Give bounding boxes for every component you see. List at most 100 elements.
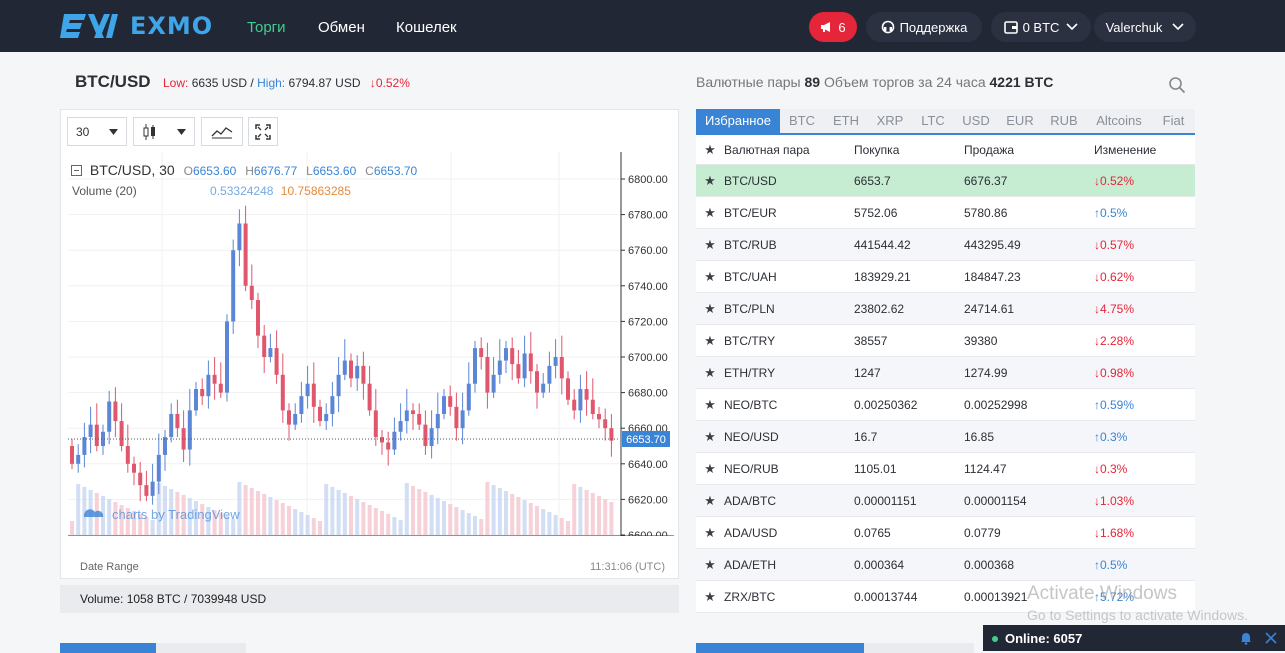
support-button[interactable]: Поддержка <box>866 12 982 42</box>
star-icon[interactable]: ★ <box>704 204 716 220</box>
tab-btc[interactable]: BTC <box>789 113 815 128</box>
table-row[interactable]: ★ NEO/USD 16.7 16.85 ↑0.3% <box>696 421 1195 453</box>
volume-bar <box>342 493 347 535</box>
interval-select[interactable]: 30 <box>67 117 127 146</box>
star-icon[interactable]: ★ <box>704 268 716 284</box>
volume-bar <box>212 510 217 535</box>
tradingview-branding[interactable]: charts by TradingView <box>84 507 240 522</box>
tab-usd[interactable]: USD <box>962 113 990 128</box>
table-row[interactable]: ★ ADA/USD 0.0765 0.0779 ↓1.68% <box>696 517 1195 549</box>
username: Valerchuk <box>1105 19 1163 35</box>
candle-body <box>280 374 285 411</box>
table-row[interactable]: ★ ZRX/BTC 0.00013744 0.00013921 ↑5.72% <box>696 581 1195 613</box>
user-menu[interactable]: Valerchuk <box>1094 12 1196 42</box>
candle-body <box>181 428 186 450</box>
candle-body <box>398 421 403 432</box>
balance-label: 0 BTC <box>1022 19 1060 35</box>
table-row[interactable]: ★ BTC/USD 6653.7 6676.37 ↓0.52% <box>696 165 1195 197</box>
volume-bar <box>76 484 81 535</box>
table-row[interactable]: ★ BTC/TRY 38557 39380 ↓2.28% <box>696 325 1195 357</box>
bottom-tab[interactable] <box>864 643 974 653</box>
buy-cell: 23802.62 <box>854 301 905 316</box>
price-tick-label: 6680.00 <box>628 388 668 400</box>
candle-body <box>392 431 397 450</box>
price-axis: 6800.00 6780.00 6760.00 6740.00 6720.00 6700.… <box>621 174 668 536</box>
exmo-logo[interactable]: EXMO <box>60 12 213 40</box>
star-icon[interactable]: ★ <box>704 492 716 508</box>
volume-bar <box>274 500 279 535</box>
last-price-label: 6653.70 <box>626 434 666 446</box>
star-icon[interactable]: ★ <box>704 364 716 380</box>
indicators-button[interactable] <box>201 117 243 146</box>
ohlc-o-value: 6653.60 <box>192 164 237 178</box>
table-row[interactable]: ★ BTC/UAH 183929.21 184847.23 ↓0.62% <box>696 261 1195 293</box>
price-chart[interactable]: 6800.00 6780.00 6760.00 6740.00 6720.00 6700.… <box>68 152 674 536</box>
headset-icon <box>881 20 894 34</box>
star-icon[interactable]: ★ <box>704 172 716 188</box>
table-row[interactable]: ★ NEO/BTC 0.00250362 0.00252998 ↑0.59% <box>696 389 1195 421</box>
nav-trading[interactable]: Торги <box>247 19 286 36</box>
pairs-tabs: Избранное BTC ETH XRP LTC USD EUR RUB Al… <box>696 109 1195 135</box>
alerts-button[interactable]: 6 <box>809 12 857 42</box>
volume-bar <box>299 512 304 535</box>
tab-fiat[interactable]: Fiat <box>1162 113 1185 128</box>
volume-bar <box>497 488 502 535</box>
star-icon[interactable]: ★ <box>704 396 716 412</box>
col-buy[interactable]: Покупка <box>854 142 900 157</box>
star-icon[interactable]: ★ <box>704 428 716 444</box>
collapse-icon[interactable] <box>71 165 82 176</box>
table-row[interactable]: ★ BTC/EUR 5752.06 5780.86 ↑0.5% <box>696 197 1195 229</box>
bell-icon[interactable] <box>1239 631 1253 645</box>
volume-bar <box>336 490 341 535</box>
balance-dropdown[interactable]: 0 BTC <box>991 12 1091 42</box>
tab-xrp[interactable]: XRP <box>876 113 904 128</box>
volume-bar <box>429 495 434 535</box>
chart-style-select[interactable] <box>133 117 195 146</box>
tab-eur[interactable]: EUR <box>1006 113 1034 128</box>
tab-altcoins[interactable]: Altcoins <box>1096 113 1142 128</box>
candle-body <box>76 454 81 464</box>
volume-bar <box>268 497 273 535</box>
star-icon[interactable]: ★ <box>704 556 716 572</box>
star-icon[interactable]: ★ <box>704 332 716 348</box>
tab-rub[interactable]: RUB <box>1050 113 1078 128</box>
chart-grid <box>68 152 621 536</box>
star-icon[interactable]: ★ <box>704 460 716 476</box>
tab-ltc[interactable]: LTC <box>921 113 945 128</box>
bottom-tab-active[interactable] <box>60 643 156 653</box>
candle-body <box>590 399 595 414</box>
star-icon[interactable]: ★ <box>704 236 716 252</box>
col-pair[interactable]: Валютная пара <box>724 142 810 157</box>
change-cell: ↑0.59% <box>1094 397 1135 412</box>
tab-favorites[interactable]: Избранное <box>696 109 780 133</box>
close-icon[interactable] <box>1265 632 1277 644</box>
fullscreen-button[interactable] <box>248 117 278 146</box>
table-row[interactable]: ★ ADA/ETH 0.000364 0.000368 ↑0.5% <box>696 549 1195 581</box>
col-change[interactable]: Изменение <box>1094 142 1157 157</box>
star-icon[interactable]: ★ <box>704 300 716 316</box>
nav-wallet[interactable]: Кошелек <box>396 19 457 36</box>
bottom-tab-active[interactable] <box>696 643 864 653</box>
bottom-tab[interactable] <box>156 643 246 653</box>
table-row[interactable]: ★ NEO/RUB 1105.01 1124.47 ↓0.3% <box>696 453 1195 485</box>
cloud-icon <box>84 509 104 517</box>
tab-eth[interactable]: ETH <box>833 113 859 128</box>
table-row[interactable]: ★ BTC/PLN 23802.62 24714.61 ↓4.75% <box>696 293 1195 325</box>
date-range-button[interactable]: Date Range <box>80 561 139 573</box>
table-row[interactable]: ★ BTC/RUB 441544.42 443295.49 ↓0.57% <box>696 229 1195 261</box>
volume-bar <box>479 519 484 535</box>
candle-body <box>336 374 341 397</box>
col-sell[interactable]: Продажа <box>964 142 1015 157</box>
online-count: Online: 6057 <box>1005 631 1083 646</box>
volume-legend: Volume (20) 0.53324248 10.75863285 <box>72 184 351 198</box>
table-row[interactable]: ★ ETH/TRY 1247 1274.99 ↓0.98% <box>696 357 1195 389</box>
search-icon[interactable] <box>1168 76 1186 94</box>
online-status[interactable]: Online: 6057 <box>983 625 1285 651</box>
volume-bar <box>578 487 583 535</box>
nav-exchange[interactable]: Обмен <box>318 19 365 36</box>
sell-cell: 0.000368 <box>964 557 1015 572</box>
star-icon[interactable]: ★ <box>704 588 716 604</box>
candle-body <box>82 437 87 455</box>
star-icon[interactable]: ★ <box>704 524 716 540</box>
table-row[interactable]: ★ ADA/BTC 0.00001151 0.00001154 ↓1.03% <box>696 485 1195 517</box>
